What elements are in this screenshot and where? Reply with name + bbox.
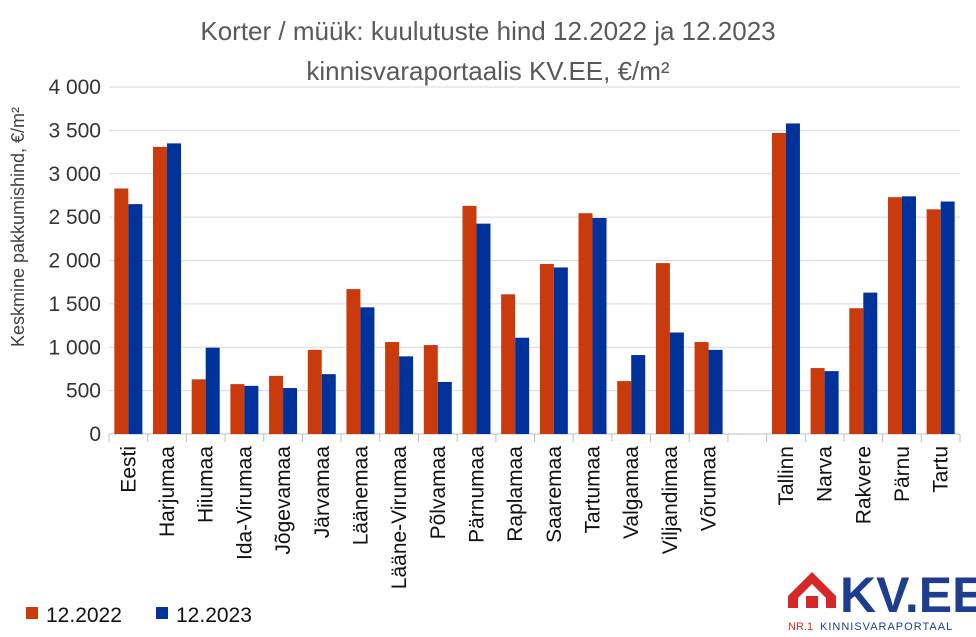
bar: [244, 385, 259, 434]
bar: [205, 347, 220, 434]
bar: [269, 375, 284, 434]
x-tick-label: Valgamaa: [620, 446, 643, 539]
bar: [631, 355, 646, 434]
bar: [785, 123, 800, 434]
bar: [592, 217, 607, 434]
bar: [926, 209, 941, 434]
x-tick-label: Tartumaa: [582, 446, 605, 534]
x-tick-label: Jõgevamaa: [272, 446, 295, 555]
bar: [360, 307, 375, 434]
bar: [539, 263, 554, 434]
x-tick-label: Viljandimaa: [659, 446, 682, 554]
bar: [708, 349, 723, 434]
bar: [423, 345, 438, 434]
bars: [114, 123, 955, 435]
bar: [114, 188, 129, 434]
bar: [501, 294, 516, 434]
bar: [476, 223, 491, 434]
bar: [669, 332, 684, 434]
y-tick-label: 1 500: [48, 293, 101, 316]
kv-ee-logo: KV.EE NR.1 KINNISVARAPORTAAL: [788, 567, 976, 633]
x-tick-label: Hiiumaa: [195, 446, 218, 523]
bar: [694, 342, 709, 434]
bar: [824, 371, 839, 434]
legend-swatch: [156, 607, 168, 619]
bar: [655, 263, 670, 434]
x-tick-label: Ida-Virumaa: [233, 446, 256, 560]
bar: [307, 349, 322, 434]
bar: [810, 368, 825, 434]
x-tick-label: Läänemaa: [349, 446, 372, 546]
bar: [553, 267, 568, 434]
bar: [515, 337, 530, 434]
chart-title: Korter / müük: kuulutuste hind 12.2022 j…: [200, 16, 775, 46]
bar: [399, 356, 414, 434]
house-door-icon: [806, 596, 818, 608]
x-tick-label: Saaremaa: [543, 446, 566, 543]
bar: [321, 374, 336, 434]
bar: [901, 196, 916, 434]
legend-label: 12.2023: [176, 604, 252, 627]
y-tick-label: 4 000: [48, 76, 101, 99]
bar: [385, 342, 400, 434]
x-tick-label: Pärnu: [891, 446, 914, 502]
x-tick-label: Lääne-Virumaa: [388, 446, 411, 590]
x-tick-label: Järvamaa: [311, 446, 334, 539]
x-tick-label: Rakvere: [852, 446, 875, 524]
bar: [167, 143, 182, 434]
legend: 12.2022 12.2023: [26, 604, 252, 627]
y-tick-label: 2 500: [48, 206, 101, 229]
bar: [940, 201, 955, 434]
x-tick-label: Narva: [814, 446, 837, 502]
x-tick-label: Eesti: [117, 446, 140, 493]
x-tick-label: Raplamaa: [504, 446, 527, 542]
bar: [849, 308, 864, 434]
bar: [863, 292, 878, 434]
x-tick-label: Tallinn: [775, 446, 798, 506]
bar: [191, 379, 206, 434]
bar: [887, 197, 902, 434]
y-tick-label: 2 000: [48, 250, 101, 273]
chart-subtitle: kinnisvaraportaalis KV.EE, €/m²: [306, 56, 670, 86]
y-tick-label: 500: [66, 380, 101, 403]
x-tick-label: Harjumaa: [156, 446, 179, 537]
x-tick-label: Võrumaa: [698, 446, 721, 532]
logo-wordmark: KV.EE: [840, 567, 976, 623]
y-axis-label: Keskmine pakkumishind, €/m²: [8, 107, 28, 347]
bar: [437, 381, 452, 434]
bar: [230, 384, 245, 434]
y-tick-label: 3 500: [48, 119, 101, 142]
x-tick-label: Tartu: [930, 446, 953, 493]
logo-tagline: KINNISVARAPORTAAL: [820, 621, 953, 633]
y-tick-label: 1 000: [48, 336, 101, 359]
y-tick-label: 3 000: [48, 163, 101, 186]
x-tick-label: Pärnumaa: [465, 446, 488, 543]
bar: [153, 146, 168, 435]
legend-swatch: [26, 607, 38, 619]
legend-label: 12.2022: [46, 604, 122, 627]
y-tick-labels: 0 500 1 000 1 500 2 000 2 500 3 000 3 500 4 000: [48, 76, 101, 446]
x-tick-label: Põlvamaa: [427, 446, 450, 540]
bar: [771, 132, 786, 435]
x-tick-labels: Eesti Harjumaa Hiiumaa Ida-Virumaa Jõgevamaa…: [117, 446, 952, 590]
bar: [128, 204, 143, 434]
bar: [462, 205, 477, 434]
logo-nr: NR.1: [788, 621, 813, 633]
bar: [617, 381, 632, 434]
y-tick-label: 0: [89, 423, 101, 446]
bar: [578, 213, 593, 434]
bar: [346, 289, 361, 434]
bar: [283, 388, 298, 434]
house-logo-icon: [788, 572, 836, 608]
